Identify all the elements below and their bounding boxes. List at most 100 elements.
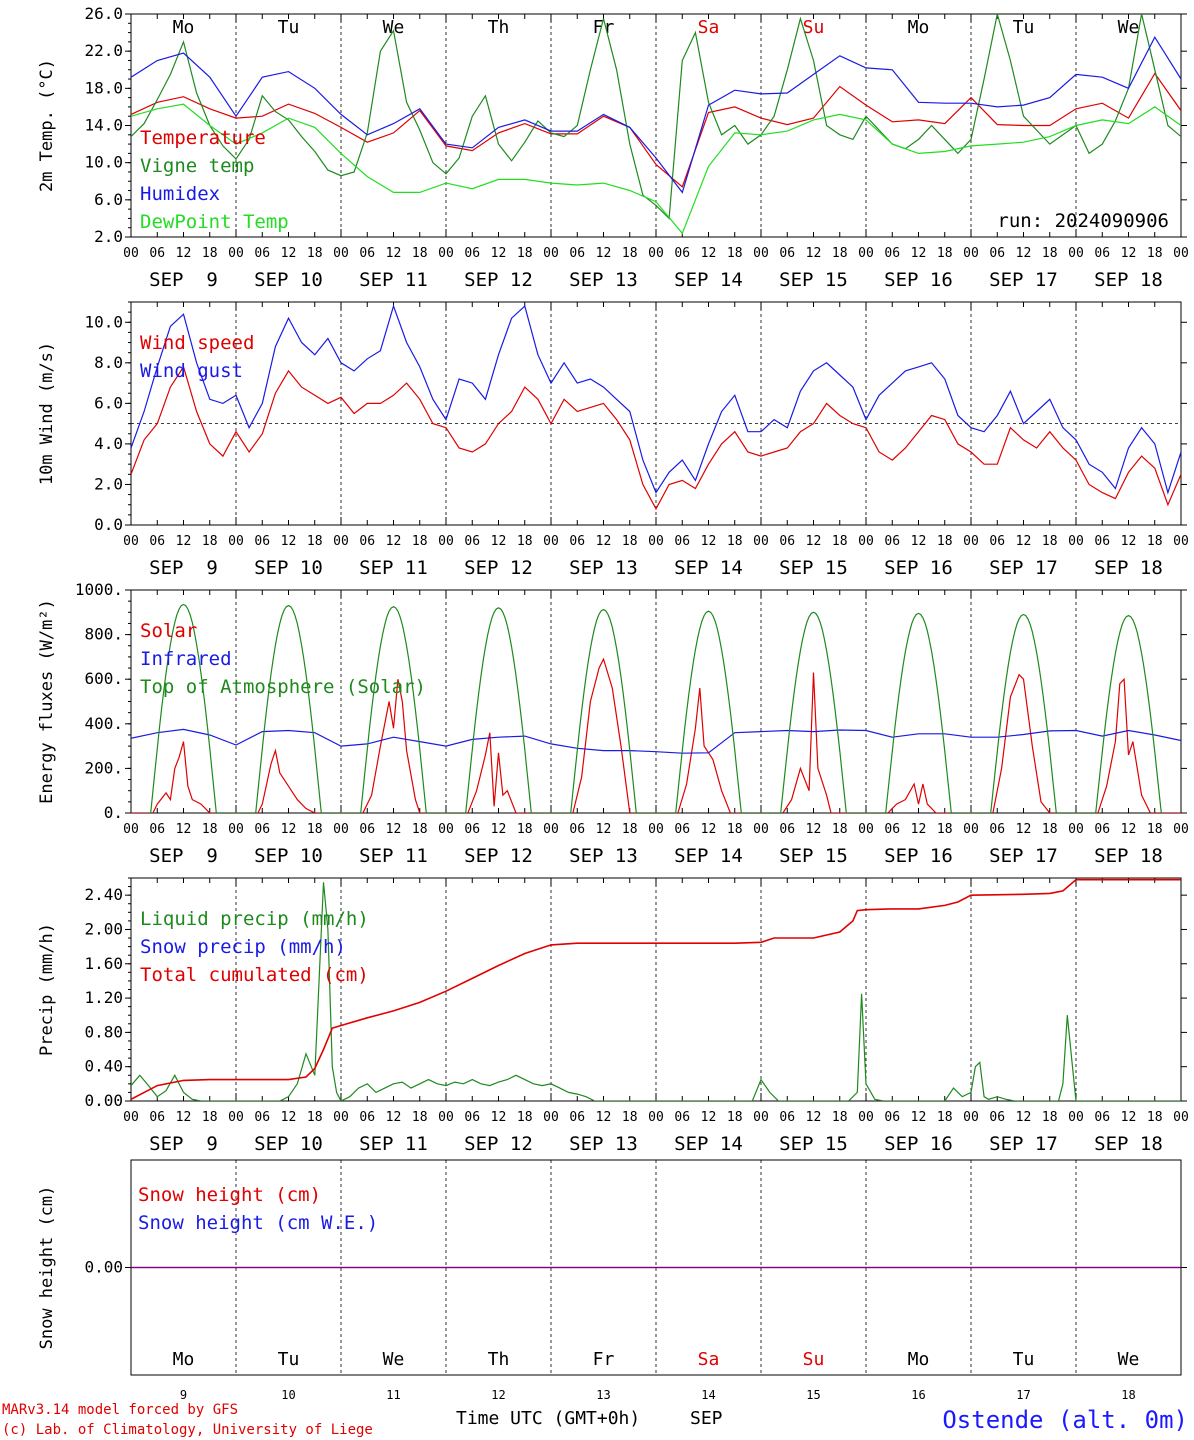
series-line-solar [131,657,1181,813]
date-label: SEP 17 [989,845,1058,867]
x-hour-label: 12 [701,534,717,549]
x-hour-label: 12 [176,246,192,261]
x-hour-label: 12 [911,246,927,261]
x-hour-label: 12 [281,822,297,837]
y-axis-label: Snow height (cm) [37,1186,57,1350]
x-hour-label: 12 [176,1110,192,1125]
legend-entry: Temperature [140,127,266,149]
x-hour-label: 18 [622,1110,638,1125]
x-hour-label: 06 [254,246,270,261]
x-hour-label: 06 [359,1110,375,1125]
date-label: SEP 9 [149,557,218,579]
date-label: SEP 13 [569,1133,638,1155]
y-tick-label: 0.0 [94,515,123,534]
weekday-label: Mo [173,1349,195,1370]
weekday-label: Su [803,1349,825,1370]
date-label: SEP 11 [359,269,428,291]
x-hour-label: 00 [123,246,139,261]
x-hour-label: 00 [858,1110,874,1125]
date-label: SEP 12 [464,269,533,291]
x-hour-label: 06 [569,534,585,549]
series-line-infrared [131,728,1181,754]
date-label: SEP 13 [569,845,638,867]
date-label: SEP 14 [674,269,743,291]
x-hour-label: 00 [228,822,244,837]
x-hour-label: 18 [517,1110,533,1125]
x-hour-label: 06 [149,1110,165,1125]
x-hour-label: 06 [779,246,795,261]
x-hour-label: 18 [727,246,743,261]
x-hour-label: 00 [1068,534,1084,549]
day-number-label: 9 [180,1388,187,1402]
y-tick-label: 400. [84,714,123,733]
series-line-wind-gust [131,304,1181,495]
date-label: SEP 12 [464,1133,533,1155]
x-hour-label: 18 [1147,246,1163,261]
x-hour-label: 06 [464,246,480,261]
x-hour-label: 12 [806,246,822,261]
y-tick-label: 800. [84,625,123,644]
x-hour-label: 06 [674,246,690,261]
x-hour-label: 06 [359,822,375,837]
weekday-label: We [383,1349,405,1370]
x-hour-label: 06 [569,822,585,837]
x-hour-label: 06 [779,822,795,837]
x-hour-label: 00 [333,822,349,837]
snow-panel: 0.00 Snow height (cm) Mo Tu We Th Fr Sa Su Mo Tu We… [37,1159,1187,1402]
x-hour-label: 18 [1147,1110,1163,1125]
x-hour-label: 18 [622,534,638,549]
y-tick-label: 22.0 [84,41,123,60]
x-hour-label: 06 [779,1110,795,1125]
x-hour-label: 00 [1068,1110,1084,1125]
x-hour-label: 06 [254,1110,270,1125]
x-hour-label: 12 [806,534,822,549]
x-hour-label: 12 [596,822,612,837]
y-axis-label: Precip (mm/h) [37,923,57,1056]
x-hour-label: 18 [1042,822,1058,837]
date-label: SEP 14 [674,845,743,867]
y-tick-label: 10.0 [84,312,123,331]
weekday-label: We [1118,1349,1140,1370]
date-label: SEP 17 [989,1133,1058,1155]
y-tick-label: 0.00 [84,1258,123,1277]
x-hour-label: 18 [727,1110,743,1125]
weekday-label: Tu [278,17,300,38]
x-hour-label: 00 [648,822,664,837]
legend-entry: DewPoint Temp [140,211,289,233]
series-line-top-of-atmosphere-solar [148,603,1164,813]
x-hour-label: 12 [1016,822,1032,837]
day-number-label: 13 [596,1388,610,1402]
series-line-humidex [131,35,1181,194]
x-hour-label: 18 [412,534,428,549]
x-hour-label: 00 [333,1110,349,1125]
y-tick-label: 0. [104,803,123,822]
date-label: SEP 11 [359,845,428,867]
x-hour-label: 18 [412,822,428,837]
day-number-label: 14 [701,1388,715,1402]
legend-entry: Snow height (cm) [138,1184,321,1206]
y-tick-label: 600. [84,669,123,688]
weekday-label: Fr [593,17,615,38]
date-label: SEP 16 [884,1133,953,1155]
date-label: SEP 12 [464,845,533,867]
temp-series-group [131,14,1181,235]
x-hour-label: 18 [622,246,638,261]
date-label: SEP 13 [569,269,638,291]
x-hour-label: 06 [674,1110,690,1125]
x-hour-label: 00 [228,246,244,261]
y-axis-label: 10m Wind (m/s) [37,342,57,485]
x-hour-label: 06 [149,822,165,837]
x-hour-label: 06 [989,534,1005,549]
x-hour-label: 12 [491,1110,507,1125]
temp-panel: 2.0 6.0 10.0 14.0 18.0 22.0 26.0 2m Temp. (°C) 0… [37,4,1189,291]
x-hour-label: 00 [1173,534,1189,549]
y-tick-label: 26.0 [84,4,123,23]
run-annotation: run: 2024090906 [997,210,1169,232]
x-hour-label: 06 [464,534,480,549]
x-hour-label: 00 [858,822,874,837]
x-hour-label: 18 [727,822,743,837]
x-hour-label: 12 [596,1110,612,1125]
series-line-vigne-temp [131,14,1181,220]
x-hour-label: 06 [569,246,585,261]
